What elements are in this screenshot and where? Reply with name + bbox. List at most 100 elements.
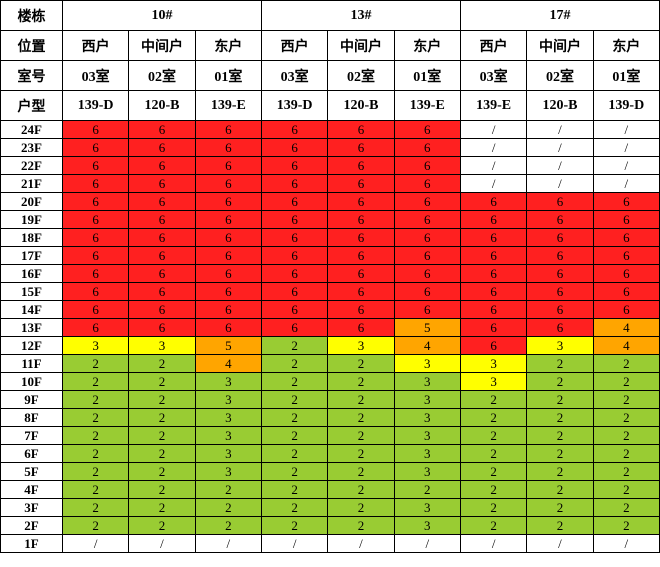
floor-row-12F: 12F 3 3 5 2 3 4 6 3 4 <box>0 336 660 355</box>
value-cell-18F-6: 6 <box>459 228 528 247</box>
value-cell-4F-8: 2 <box>592 480 660 499</box>
value-cell-15F-6: 6 <box>459 282 528 301</box>
value-cell-17F-0: 6 <box>61 246 130 265</box>
value-cell-2F-2: 2 <box>194 516 262 535</box>
value-cell-22F-7: / <box>526 156 594 175</box>
unit-type-header-2: 139-E <box>194 90 262 121</box>
value-cell-16F-2: 6 <box>194 264 262 283</box>
value-cell-16F-5: 6 <box>393 264 461 283</box>
value-cell-3F-3: 2 <box>260 498 329 517</box>
value-cell-17F-5: 6 <box>393 246 461 265</box>
value-cell-1F-0: / <box>61 534 130 553</box>
value-cell-11F-1: 2 <box>128 354 196 373</box>
value-cell-18F-4: 6 <box>327 228 395 247</box>
value-cell-18F-3: 6 <box>260 228 329 247</box>
value-cell-4F-3: 2 <box>260 480 329 499</box>
floor-label-15F: 15F <box>0 282 63 301</box>
building-row: 楼栋 10# 13# 17# <box>0 0 660 31</box>
value-cell-16F-7: 6 <box>526 264 594 283</box>
value-cell-9F-7: 2 <box>526 390 594 409</box>
value-cell-1F-3: / <box>260 534 329 553</box>
position-header-0: 西户 <box>61 30 130 61</box>
floor-label-6F: 6F <box>0 444 63 463</box>
floor-row-2F: 2F 2 2 2 2 2 3 2 2 2 <box>0 516 660 535</box>
value-cell-6F-3: 2 <box>260 444 329 463</box>
floor-label-17F: 17F <box>0 246 63 265</box>
floor-label-3F: 3F <box>0 498 63 517</box>
value-cell-9F-1: 2 <box>128 390 196 409</box>
value-cell-7F-7: 2 <box>526 426 594 445</box>
value-cell-21F-7: / <box>526 174 594 193</box>
floor-row-15F: 15F 6 6 6 6 6 6 6 6 6 <box>0 282 660 301</box>
position-header-8: 东户 <box>592 30 660 61</box>
floor-label-18F: 18F <box>0 228 63 247</box>
value-cell-8F-4: 2 <box>327 408 395 427</box>
value-cell-10F-3: 2 <box>260 372 329 391</box>
value-cell-3F-4: 2 <box>327 498 395 517</box>
value-cell-7F-4: 2 <box>327 426 395 445</box>
value-cell-2F-4: 2 <box>327 516 395 535</box>
value-cell-6F-2: 3 <box>194 444 262 463</box>
value-cell-4F-0: 2 <box>61 480 130 499</box>
floor-row-1F: 1F / / / / / / / / / <box>0 534 660 553</box>
value-cell-4F-6: 2 <box>459 480 528 499</box>
position-row: 位置 西户 中间户 东户 西户 中间户 东户 西户 中间户 东户 <box>0 30 660 61</box>
value-cell-8F-2: 3 <box>194 408 262 427</box>
value-cell-22F-4: 6 <box>327 156 395 175</box>
unit-type-header-6: 139-E <box>459 90 528 121</box>
value-cell-24F-0: 6 <box>61 120 130 139</box>
unit-type-header-3: 139-D <box>260 90 329 121</box>
value-cell-2F-8: 2 <box>592 516 660 535</box>
position-header-3: 西户 <box>260 30 329 61</box>
value-cell-17F-2: 6 <box>194 246 262 265</box>
value-cell-12F-0: 3 <box>61 336 130 355</box>
value-cell-9F-3: 2 <box>260 390 329 409</box>
value-cell-7F-5: 3 <box>393 426 461 445</box>
floor-label-5F: 5F <box>0 462 63 481</box>
value-cell-22F-6: / <box>459 156 528 175</box>
room-row-label: 室号 <box>0 60 63 91</box>
value-cell-21F-2: 6 <box>194 174 262 193</box>
value-cell-20F-2: 6 <box>194 192 262 211</box>
value-cell-1F-8: / <box>592 534 660 553</box>
building-header-13: 13# <box>260 0 461 31</box>
value-cell-10F-4: 2 <box>327 372 395 391</box>
value-cell-20F-6: 6 <box>459 192 528 211</box>
value-cell-13F-0: 6 <box>61 318 130 337</box>
value-cell-23F-1: 6 <box>128 138 196 157</box>
floor-row-11F: 11F 2 2 4 2 2 3 3 2 2 <box>0 354 660 373</box>
value-cell-6F-7: 2 <box>526 444 594 463</box>
value-cell-2F-3: 2 <box>260 516 329 535</box>
value-cell-20F-7: 6 <box>526 192 594 211</box>
value-cell-21F-5: 6 <box>393 174 461 193</box>
building-header-17: 17# <box>459 0 660 31</box>
value-cell-18F-5: 6 <box>393 228 461 247</box>
value-cell-13F-7: 6 <box>526 318 594 337</box>
unit-type-header-8: 139-D <box>592 90 660 121</box>
unit-type-header-5: 139-E <box>393 90 461 121</box>
floor-row-10F: 10F 2 2 3 2 2 3 3 2 2 <box>0 372 660 391</box>
value-cell-21F-1: 6 <box>128 174 196 193</box>
floor-label-23F: 23F <box>0 138 63 157</box>
value-cell-10F-7: 2 <box>526 372 594 391</box>
table-body: 24F 6 6 6 6 6 6///23F 6 6 6 6 6 6///22F 6 6 6 6 6 6///21F 6… <box>0 120 660 553</box>
value-cell-21F-4: 6 <box>327 174 395 193</box>
floor-label-7F: 7F <box>0 426 63 445</box>
value-cell-15F-8: 6 <box>592 282 660 301</box>
value-cell-14F-8: 6 <box>592 300 660 319</box>
value-cell-11F-7: 2 <box>526 354 594 373</box>
floor-label-2F: 2F <box>0 516 63 535</box>
value-cell-2F-0: 2 <box>61 516 130 535</box>
position-header-6: 西户 <box>459 30 528 61</box>
value-cell-16F-4: 6 <box>327 264 395 283</box>
value-cell-3F-0: 2 <box>61 498 130 517</box>
value-cell-22F-1: 6 <box>128 156 196 175</box>
value-cell-5F-6: 2 <box>459 462 528 481</box>
floor-label-8F: 8F <box>0 408 63 427</box>
position-row-label: 位置 <box>0 30 63 61</box>
value-cell-6F-0: 2 <box>61 444 130 463</box>
value-cell-23F-2: 6 <box>194 138 262 157</box>
floor-row-3F: 3F 2 2 2 2 2 3 2 2 2 <box>0 498 660 517</box>
value-cell-20F-4: 6 <box>327 192 395 211</box>
unit-type-header-1: 120-B <box>128 90 196 121</box>
